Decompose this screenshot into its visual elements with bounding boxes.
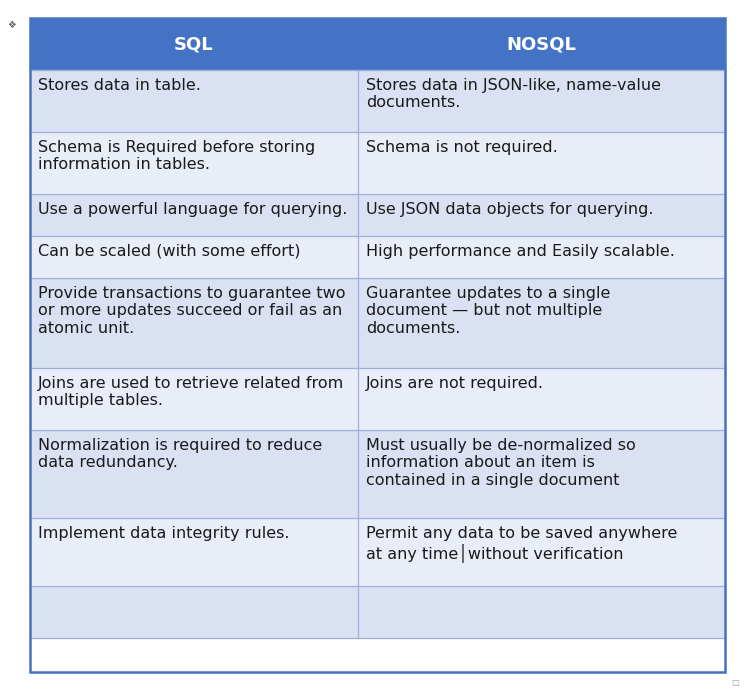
Bar [30,368,358,430]
Text: □: □ [731,678,739,687]
Bar [30,70,358,132]
Bar [358,368,725,430]
Text: Normalization is required to reduce
data redundancy.: Normalization is required to reduce data… [38,438,322,471]
Text: Schema is not required.: Schema is not required. [366,140,558,155]
Bar [358,586,725,638]
Bar [358,70,725,132]
Bar [358,430,725,518]
Text: NOSQL: NOSQL [507,35,577,53]
Text: SQL: SQL [174,35,214,53]
Text: Must usually be de-normalized so
information about an item is
contained in a sin: Must usually be de-normalized so informa… [366,438,636,488]
Text: Schema is Required before storing
information in tables.: Schema is Required before storing inform… [38,140,315,172]
Text: Guarantee updates to a single
document — but not multiple
documents.: Guarantee updates to a single document —… [366,286,610,336]
Bar [358,518,725,586]
Text: Stores data in JSON-like, name-value
documents.: Stores data in JSON-like, name-value doc… [366,78,661,111]
Bar [358,236,725,278]
Text: Joins are used to retrieve related from
multiple tables.: Joins are used to retrieve related from … [38,376,344,408]
Text: ❖: ❖ [7,20,16,30]
Bar [30,18,725,70]
Text: Joins are not required.: Joins are not required. [366,376,544,391]
Bar [358,194,725,236]
Bar [30,518,358,586]
Text: Use a powerful language for querying.: Use a powerful language for querying. [38,202,347,217]
Text: Provide transactions to guarantee two
or more updates succeed or fail as an
atom: Provide transactions to guarantee two or… [38,286,345,336]
Bar [358,278,725,368]
Text: Can be scaled (with some effort): Can be scaled (with some effort) [38,244,301,259]
Text: High performance and Easily scalable.: High performance and Easily scalable. [366,244,675,259]
Bar [30,194,358,236]
Bar [30,586,358,638]
Text: Stores data in table.: Stores data in table. [38,78,201,93]
Bar [30,236,358,278]
Bar [30,132,358,194]
Bar [358,132,725,194]
Text: Implement data integrity rules.: Implement data integrity rules. [38,526,289,541]
Bar [30,430,358,518]
Text: Permit any data to be saved anywhere
at any time│without verification: Permit any data to be saved anywhere at … [366,526,677,563]
Bar [30,278,358,368]
Text: Use JSON data objects for querying.: Use JSON data objects for querying. [366,202,653,217]
